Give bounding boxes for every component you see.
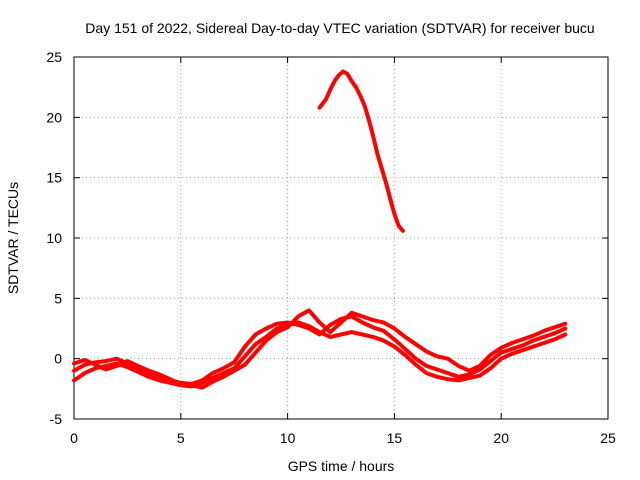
y-tick-label: 5 xyxy=(54,290,62,306)
x-tick-label: 10 xyxy=(280,430,296,446)
series-line-track-2 xyxy=(72,320,568,389)
series-line-track-3 xyxy=(72,308,568,390)
y-tick-label: 15 xyxy=(46,170,62,186)
grid-lines xyxy=(74,57,608,419)
data-series xyxy=(72,69,568,390)
y-tick-label: 10 xyxy=(46,230,62,246)
y-tick-label: 0 xyxy=(54,351,62,367)
y-tick-label: -5 xyxy=(50,411,63,427)
x-tick-label: 20 xyxy=(493,430,509,446)
chart-title: Day 151 of 2022, Sidereal Day-to-day VTE… xyxy=(85,20,594,36)
x-tick-label: 25 xyxy=(600,430,616,446)
y-axis-label: SDTVAR / TECUs xyxy=(5,182,21,294)
x-tick-label: 5 xyxy=(177,430,185,446)
series-line-track-4 xyxy=(317,69,405,233)
x-tick-label: 0 xyxy=(70,430,78,446)
x-axis-label: GPS time / hours xyxy=(288,458,395,474)
x-tick-label: 15 xyxy=(387,430,403,446)
series-line-track-1 xyxy=(72,314,568,386)
y-tick-label: 20 xyxy=(46,109,62,125)
axis-ticks: 0 5 10 15 20 25 -5 0 5 10 15 20 25 xyxy=(46,49,616,446)
y-tick-label: 25 xyxy=(46,49,62,65)
